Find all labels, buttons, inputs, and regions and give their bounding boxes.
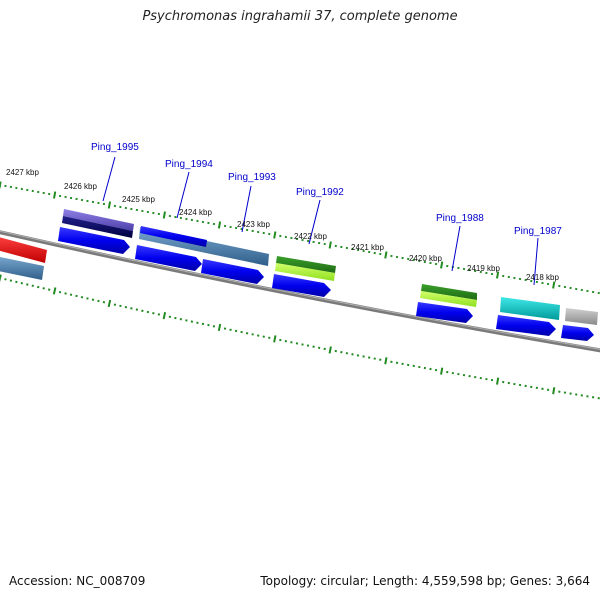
gene-label-ping-1987[interactable]: Ping_1987 (514, 226, 562, 237)
label-leaders (102, 156, 539, 286)
outer-ring-major-tick (440, 261, 444, 269)
tick-label-2424: 2424 kbp (179, 208, 212, 217)
inner-ring-major-tick (496, 377, 500, 385)
inner-ring-major-tick (273, 335, 277, 343)
gene-label-ping-1992[interactable]: Ping_1992 (296, 187, 344, 198)
cds-arrows (0, 227, 594, 341)
outer-ring-major-tick (217, 221, 222, 229)
feature-bars (0, 209, 598, 325)
inner-ring-major-tick (328, 346, 332, 354)
outer-ring-major-tick (328, 241, 332, 249)
outer-ring-major-tick (107, 201, 112, 209)
inner-ring-major-tick (162, 312, 167, 320)
genome-backbone-highlight (0, 230, 600, 350)
cds-arrow-1994a[interactable] (135, 245, 202, 271)
outer-ring-major-tick (273, 231, 277, 239)
inner-ring-major-tick (552, 387, 556, 395)
tick-label-2419: 2419 kbp (467, 264, 500, 273)
feature-bar-red[interactable] (0, 236, 47, 263)
feature-bar-cds-1994[interactable] (140, 226, 207, 247)
tick-label-2420: 2420 kbp (409, 254, 442, 263)
tick-label-2423: 2423 kbp (237, 220, 270, 229)
inner-tick-ring (0, 274, 600, 400)
inner-ring-major-tick (52, 287, 57, 295)
leader-ping-1988 (451, 225, 461, 272)
cds-arrow-1994b[interactable] (201, 259, 264, 284)
gene-label-ping-1993[interactable]: Ping_1993 (228, 172, 276, 183)
cds-arrow-1988[interactable] (416, 302, 473, 323)
feature-bar-green-1988[interactable] (421, 284, 477, 300)
genome-backbone (0, 230, 600, 353)
cds-arrow-1987[interactable] (496, 315, 556, 336)
cds-arrow-1995[interactable] (58, 227, 130, 254)
feature-bar-cyan-1987[interactable] (500, 297, 560, 320)
cds-arrow-right[interactable] (561, 325, 594, 341)
accession-text: Accession: NC_008709 (9, 574, 146, 588)
leader-ping-1993 (241, 185, 252, 233)
cds-arrow-1992[interactable] (272, 274, 331, 297)
tick-label-2425: 2425 kbp (122, 195, 155, 204)
inner-ring-major-tick (384, 357, 388, 365)
leader-ping-1987 (533, 237, 539, 286)
inner-ring-major-tick (217, 323, 222, 332)
outer-ring-major-tick (384, 251, 388, 259)
gene-label-ping-1994[interactable]: Ping_1994 (165, 159, 213, 170)
tick-label-2422: 2422 kbp (294, 232, 327, 241)
leader-ping-1995 (102, 156, 116, 202)
feature-bar-navy[interactable] (62, 216, 133, 238)
feature-bar-gray[interactable] (565, 308, 598, 325)
tick-label-2421: 2421 kbp (351, 243, 384, 252)
leader-ping-1992 (308, 199, 321, 245)
gene-label-ping-1995[interactable]: Ping_1995 (91, 142, 139, 153)
genome-summary-text: Topology: circular; Length: 4,559,598 bp… (260, 574, 590, 588)
tick-label-2427: 2427 kbp (6, 168, 39, 177)
outer-ring-major-tick (53, 191, 57, 199)
inner-ring-major-tick (0, 274, 2, 282)
outer-ring-major-tick (162, 211, 166, 219)
tick-label-2426: 2426 kbp (64, 182, 97, 191)
tick-label-2418: 2418 kbp (526, 273, 559, 282)
outer-ring-major-tick (552, 281, 556, 289)
inner-ring-major-tick (107, 299, 112, 308)
gene-label-ping-1988[interactable]: Ping_1988 (436, 213, 484, 224)
cds-arrow-steel-left[interactable] (0, 256, 44, 280)
feature-bar-purple[interactable] (63, 209, 134, 231)
map-title: Psychromonas ingrahamii 37, complete gen… (142, 9, 458, 24)
feature-bar-lime-1988[interactable] (420, 291, 477, 307)
feature-bar-green-1992[interactable] (276, 256, 336, 273)
leader-ping-1994 (176, 171, 190, 219)
outer-ring-major-tick (496, 271, 500, 279)
inner-ring-major-tick (440, 367, 444, 375)
feature-bar-lime-1992[interactable] (275, 263, 335, 281)
outer-ring-major-tick (0, 181, 2, 189)
